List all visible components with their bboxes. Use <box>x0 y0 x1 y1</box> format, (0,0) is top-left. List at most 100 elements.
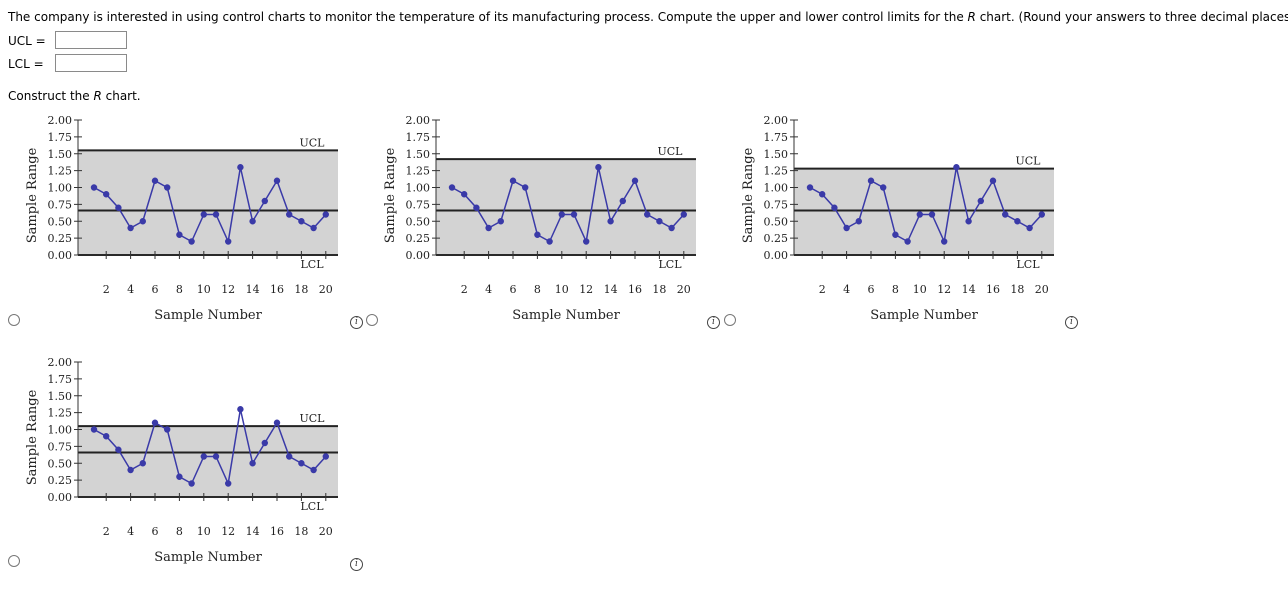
x-tick-label: 4 <box>843 283 850 296</box>
data-point <box>570 211 578 218</box>
x-tick-label: 16 <box>628 283 642 296</box>
data-point <box>249 218 256 225</box>
data-point <box>607 218 614 225</box>
data-point <box>115 204 122 211</box>
x-tick-label: 12 <box>579 283 593 296</box>
y-tick-label: 0.25 <box>764 232 789 245</box>
data-point <box>188 238 195 245</box>
y-axis-title: Sample Range <box>25 389 40 485</box>
info-icon[interactable]: i <box>350 316 363 329</box>
lcl-label: LCL <box>300 500 324 513</box>
y-tick-label: 1.25 <box>764 165 789 178</box>
x-tick-label: 16 <box>270 525 284 538</box>
construct-text-part: Construct the <box>8 89 94 103</box>
data-point <box>261 439 268 447</box>
data-point <box>1002 211 1009 218</box>
data-point <box>448 184 456 191</box>
data-point <box>103 191 110 198</box>
y-tick-label: 1.00 <box>48 182 73 195</box>
y-tick-label: 2.00 <box>406 114 431 127</box>
y-tick-label: 0.25 <box>48 474 73 487</box>
data-point <box>286 453 293 460</box>
data-point <box>497 218 504 225</box>
y-axis-title: Sample Range <box>25 147 40 243</box>
ucl-label: UCL <box>658 145 684 158</box>
data-point <box>892 231 899 238</box>
option-d-radio[interactable] <box>8 555 20 567</box>
construct-text-part: chart. <box>101 89 141 103</box>
y-tick-label: 0.75 <box>406 198 431 211</box>
data-point <box>941 238 948 245</box>
y-tick-label: 0.25 <box>48 232 73 245</box>
data-point <box>164 184 171 191</box>
x-tick-label: 16 <box>270 283 284 296</box>
data-point <box>916 211 923 218</box>
info-icon[interactable]: i <box>707 316 720 329</box>
data-point <box>880 184 887 191</box>
y-tick-label: 2.00 <box>48 114 73 127</box>
data-point <box>164 426 171 433</box>
y-tick-label: 0.50 <box>764 215 789 228</box>
x-tick-label: 10 <box>555 283 569 296</box>
y-tick-label: 1.75 <box>48 131 73 144</box>
x-tick-label: 2 <box>461 283 468 296</box>
data-point <box>322 453 329 460</box>
data-point <box>237 406 244 413</box>
x-tick-label: 6 <box>868 283 875 296</box>
x-tick-label: 10 <box>197 525 211 538</box>
data-point <box>546 238 553 245</box>
x-tick-label: 18 <box>294 283 308 296</box>
data-point <box>904 238 911 245</box>
option-a-radio[interactable] <box>8 314 20 326</box>
x-tick-label: 18 <box>294 525 308 538</box>
data-point <box>534 231 541 238</box>
y-tick-label: 1.50 <box>48 148 73 161</box>
r-chart-option-d: 0.00 0.25 0.50 0.75 1.00 1.25 1.50 1.75 2.00 2 4 6 8… <box>25 356 338 565</box>
data-point <box>237 164 244 171</box>
y-tick-label: 0.00 <box>48 249 73 262</box>
data-point <box>595 164 602 171</box>
info-icon[interactable]: i <box>1065 316 1078 329</box>
data-point <box>322 211 329 218</box>
data-point <box>139 460 146 467</box>
data-point <box>831 204 838 211</box>
x-tick-label: 14 <box>246 525 260 538</box>
x-tick-label: 12 <box>221 283 235 296</box>
x-tick-label: 8 <box>892 283 899 296</box>
y-tick-label: 0.50 <box>406 215 431 228</box>
info-icon[interactable]: i <box>350 558 363 571</box>
data-point <box>176 231 183 238</box>
question-text-part: chart. (Round your answers to three deci… <box>975 10 1288 24</box>
x-axis-title: Sample Number <box>512 308 620 323</box>
data-point <box>509 177 517 184</box>
option-b-radio[interactable] <box>366 314 378 326</box>
lcl-input[interactable] <box>55 54 127 72</box>
y-tick-label: 1.25 <box>406 165 431 178</box>
y-tick-label: 0.00 <box>764 249 789 262</box>
data-point <box>631 177 639 184</box>
ucl-input[interactable] <box>55 31 127 49</box>
control-band <box>78 150 338 255</box>
data-point <box>855 218 862 225</box>
y-tick-label: 0.50 <box>48 215 73 228</box>
data-point <box>103 433 110 440</box>
y-tick-label: 1.25 <box>48 165 73 178</box>
data-point <box>485 224 492 232</box>
option-c-radio[interactable] <box>724 314 736 326</box>
data-point <box>261 197 268 205</box>
data-point <box>298 460 305 467</box>
x-tick-label: 6 <box>152 283 159 296</box>
x-tick-label: 18 <box>652 283 666 296</box>
data-point <box>928 211 936 218</box>
x-tick-label: 14 <box>604 283 618 296</box>
data-point <box>286 211 293 218</box>
y-tick-label: 1.00 <box>764 182 789 195</box>
x-tick-label: 4 <box>127 283 134 296</box>
data-point <box>644 211 651 218</box>
control-band <box>794 168 1054 255</box>
data-point <box>139 218 146 225</box>
question-text-part: The company is interested in using contr… <box>8 10 968 24</box>
lcl-label: LCL <box>300 258 324 271</box>
data-point <box>151 177 159 184</box>
x-tick-label: 10 <box>197 283 211 296</box>
